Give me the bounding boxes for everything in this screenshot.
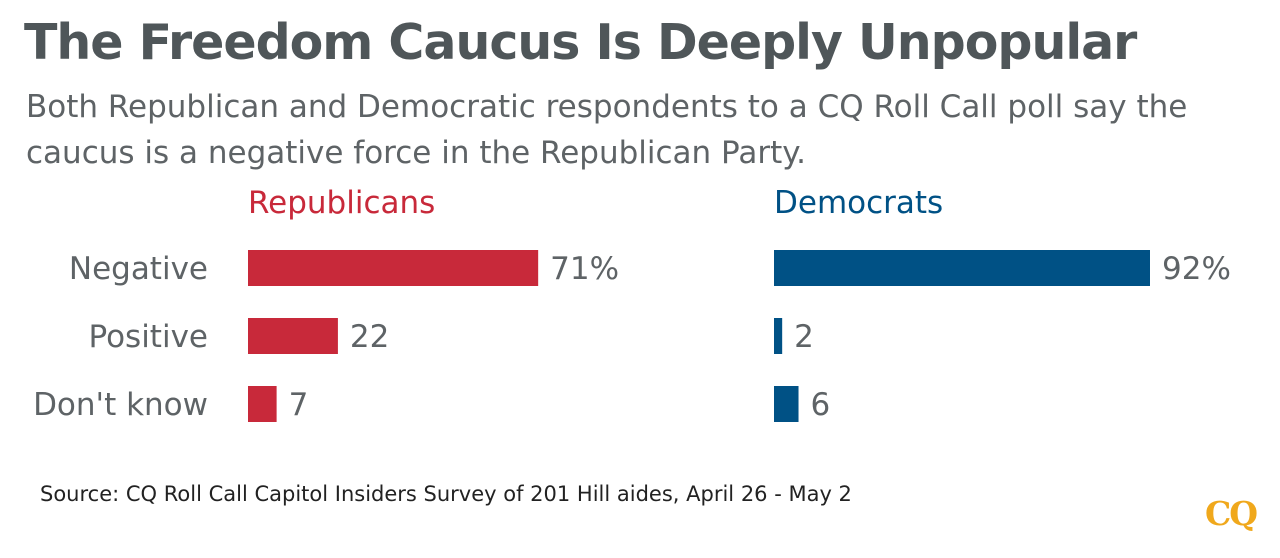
category-label: Don't know [33,387,208,423]
cq-logo: CQ [1205,494,1258,533]
bar-republicans [248,318,338,354]
bar-chart: Negative Positive Don't know Republicans 71%… [33,185,1231,423]
data-label: 7 [289,387,309,423]
bar-republicans [248,250,539,286]
bar-democrats [774,318,783,354]
data-label: 6 [811,387,831,423]
series-label-democrats: Democrats [774,185,943,221]
data-label: 22 [350,319,389,355]
series-label-republicans: Republicans [248,185,435,221]
category-label: Positive [88,319,208,355]
bar-democrats [774,386,799,422]
data-label: 71% [550,251,619,287]
bar-democrats [774,250,1150,286]
source-note: Source: CQ Roll Call Capitol Insiders Su… [40,482,852,506]
chart-title: The Freedom Caucus Is Deeply Unpopular [24,14,1137,71]
data-label: 92% [1162,251,1231,287]
bar-republicans [248,386,277,422]
category-label: Negative [69,251,208,287]
data-label: 2 [794,319,814,355]
chart-subtitle: Both Republican and Democratic responden… [26,89,1188,171]
